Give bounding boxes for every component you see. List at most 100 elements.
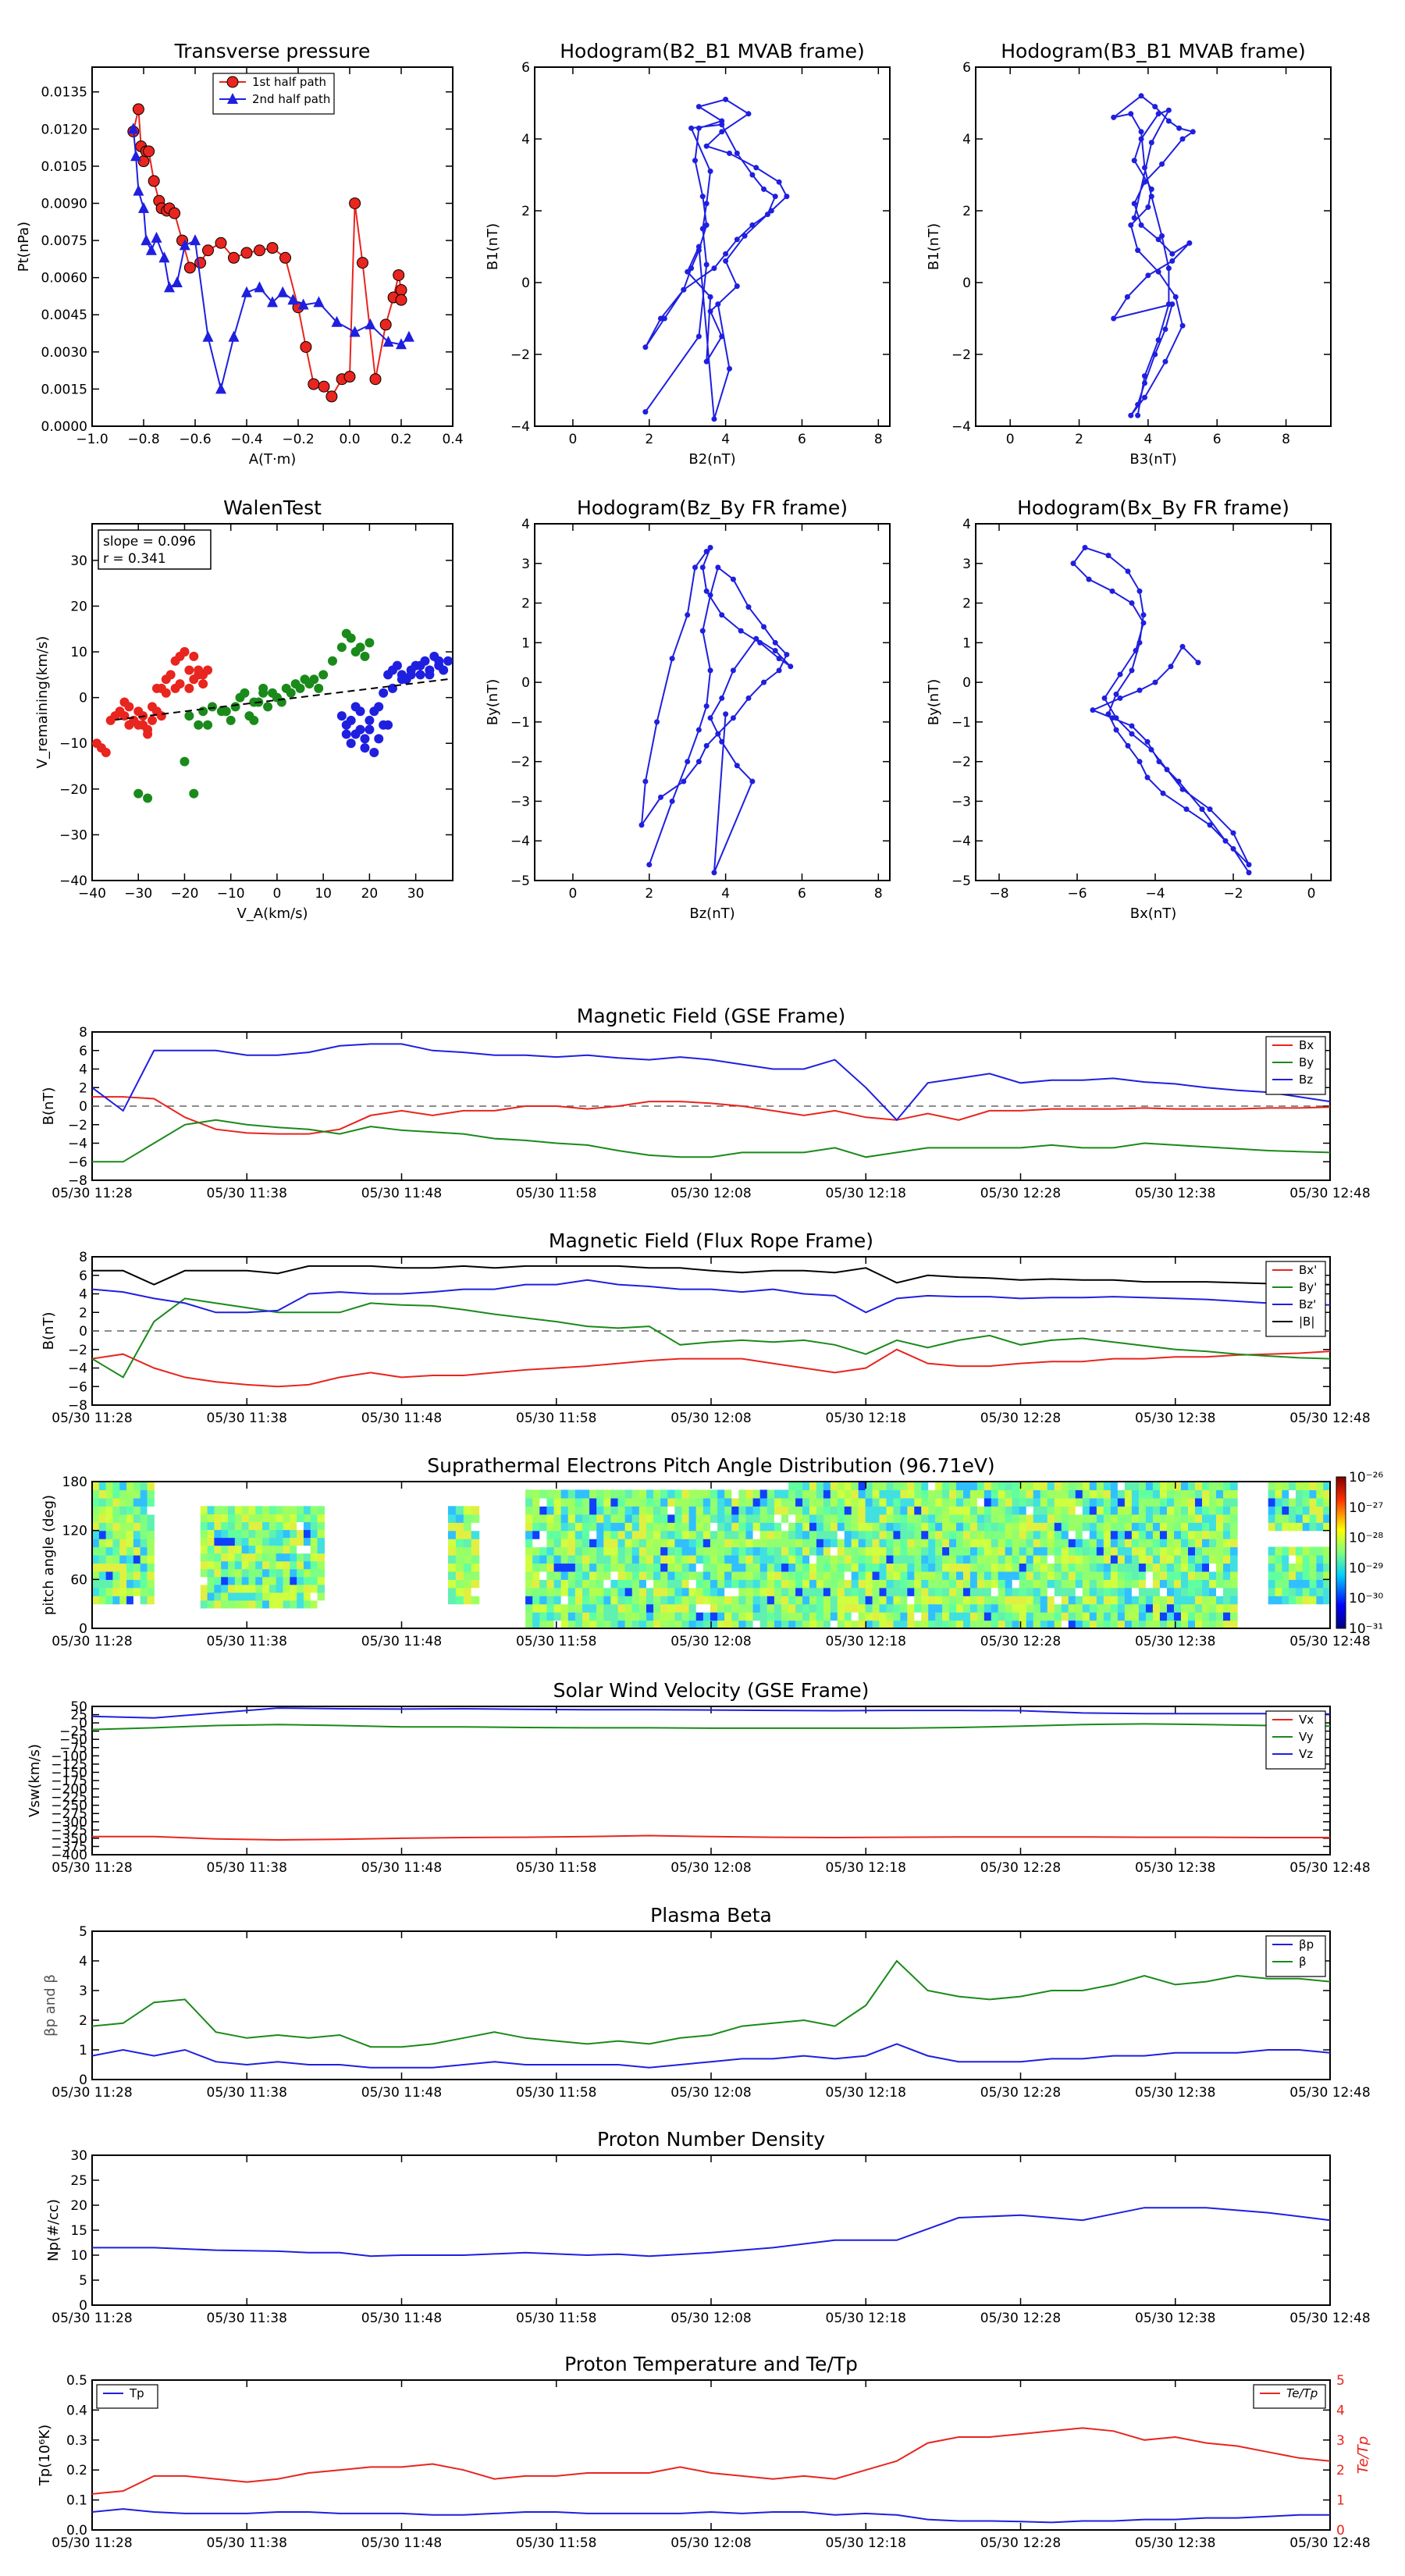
pitch-angle-distribution-cell (248, 1592, 256, 1601)
plasma-beta-legend (1265, 1935, 1326, 1977)
pitch-angle-distribution-cell (702, 1514, 711, 1523)
pitch-angle-distribution-cell (774, 1506, 782, 1515)
proton-temperature-xtick-label: 05/30 12:28 (980, 2535, 1061, 2551)
solar-wind-velocity-ytick-label: −250 (51, 1799, 87, 1814)
pitch-angle-distribution-cell (1282, 1587, 1289, 1596)
pitch-angle-distribution-cell (724, 1506, 732, 1515)
pitch-angle-distribution-cell (1040, 1596, 1048, 1605)
pitch-angle-distribution-cell (921, 1482, 929, 1491)
pitch-angle-distribution-cell (471, 1587, 480, 1596)
pitch-angle-distribution-cell (1180, 1530, 1189, 1539)
pitch-angle-distribution-cell (269, 1568, 277, 1578)
pitch-angle-distribution-cell (928, 1596, 936, 1605)
pitch-angle-distribution-cell (802, 1612, 810, 1621)
pitch-angle-distribution-cell (1082, 1539, 1090, 1548)
pitch-angle-distribution-cell (907, 1620, 915, 1628)
pitch-angle-distribution-cell (241, 1592, 250, 1601)
pitch-angle-distribution-cell (560, 1546, 569, 1556)
hodogram-b3-b1-point (1131, 158, 1137, 164)
pitch-angle-distribution-cell (1323, 1489, 1330, 1499)
pitch-angle-distribution-cell (255, 1584, 263, 1593)
pitch-angle-distribution-cell (221, 1521, 229, 1531)
pitch-angle-distribution-cell (574, 1620, 583, 1628)
pitch-angle-distribution-cell (1223, 1555, 1231, 1564)
pitch-angle-distribution-cell (290, 1599, 297, 1609)
transverse-pressure-point (194, 257, 207, 269)
pitch-angle-distribution-cell (731, 1571, 739, 1580)
pitch-angle-distribution-cell (1117, 1579, 1126, 1589)
pitch-angle-distribution-cell (962, 1539, 971, 1548)
pitch-angle-distribution-cell (717, 1603, 725, 1613)
pitch-angle-distribution-cell (228, 1537, 236, 1546)
pitch-angle-distribution-cell (1124, 1482, 1133, 1491)
pitch-angle-distribution-cell (858, 1571, 866, 1580)
pitch-angle-distribution-cell (269, 1584, 277, 1593)
pitch-angle-distribution-cell (1068, 1489, 1076, 1499)
pitch-angle-distribution-cell (956, 1539, 964, 1548)
pitch-angle-distribution-cell (991, 1522, 999, 1532)
pitch-angle-distribution-cell (809, 1587, 817, 1596)
walen-test-ytick-label: −20 (59, 782, 87, 798)
pitch-angle-distribution-cell (262, 1592, 270, 1601)
transverse-pressure-point (393, 269, 405, 281)
pitch-angle-distribution-cell (781, 1579, 789, 1589)
pitch-angle-distribution-cell (738, 1555, 747, 1564)
hodogram-bz-by-plot-frame (534, 523, 891, 881)
pitch-angle-distribution-cell (617, 1571, 626, 1580)
pitch-angle-distribution-cell (1316, 1497, 1324, 1507)
pitch-angle-distribution-cell (759, 1530, 768, 1539)
pitch-angle-distribution-cell (1216, 1596, 1224, 1605)
pitch-angle-distribution-cell (1019, 1489, 1027, 1499)
pitch-angle-distribution-cell (984, 1522, 992, 1532)
hodogram-b2-b1-point (688, 265, 695, 272)
pitch-angle-distribution-cell (667, 1539, 675, 1548)
pitch-angle-distribution-cell (1145, 1579, 1154, 1589)
pitch-angle-distribution-cell (525, 1546, 533, 1556)
pitch-angle-distribution-cell (262, 1514, 270, 1523)
pitch-angle-distribution-cell (200, 1514, 208, 1523)
pitch-angle-distribution-cell (774, 1539, 782, 1548)
walen-test-point (434, 656, 444, 666)
walen-test-point (355, 706, 365, 717)
pitch-angle-distribution-cell (752, 1489, 761, 1499)
pitch-angle-distribution-cell (695, 1506, 704, 1515)
hodogram-b2-b1-point (749, 222, 756, 228)
pitch-angle-distribution-cell (984, 1530, 992, 1539)
walen-test-point (119, 697, 130, 707)
hodogram-b3-b1-point (1176, 125, 1183, 131)
pitch-angle-distribution-cell (893, 1563, 901, 1572)
pitch-angle-distribution-cell (207, 1560, 215, 1570)
pitch-angle-distribution-cell (837, 1506, 845, 1515)
pitch-angle-distribution-cell (1282, 1522, 1289, 1532)
transverse-pressure-point (132, 103, 144, 116)
pitch-angle-distribution-cell (788, 1497, 796, 1507)
pitch-angle-distribution-cell (525, 1603, 533, 1613)
pitch-angle-distribution-cell (991, 1603, 999, 1613)
pitch-angle-distribution-cell (221, 1568, 229, 1578)
pitch-angle-distribution-cell (1275, 1596, 1282, 1605)
pitch-angle-distribution-cell (1110, 1539, 1119, 1548)
pitch-angle-distribution-cell (1103, 1596, 1112, 1605)
pitch-angle-distribution-cell (724, 1571, 732, 1580)
pitch-angle-distribution-cell (119, 1546, 127, 1556)
pitch-angle-distribution-cell (837, 1546, 845, 1556)
pitch-angle-distribution-cell (638, 1620, 647, 1628)
pitch-angle-distribution-cell (471, 1596, 480, 1605)
pitch-angle-distribution-cell (1019, 1506, 1027, 1515)
pitch-angle-distribution-cell (781, 1571, 789, 1580)
pitch-angle-distribution-cell (788, 1603, 796, 1613)
pitch-angle-distribution-cell (956, 1603, 964, 1613)
pitch-angle-distribution-cell (546, 1579, 555, 1589)
pitch-angle-distribution-cell (921, 1522, 929, 1532)
pitch-angle-distribution-cell (809, 1571, 817, 1580)
pitch-angle-distribution-cell (1173, 1522, 1182, 1532)
pitch-angle-distribution-cell (140, 1530, 148, 1539)
pitch-angle-distribution-cell (872, 1539, 880, 1548)
pitch-angle-distribution-cell (617, 1546, 626, 1556)
pitch-angle-distribution-cell (1201, 1571, 1210, 1580)
pitch-angle-distribution-cell (560, 1587, 569, 1596)
pitch-angle-distribution-cell (752, 1539, 761, 1548)
pitch-angle-distribution-cell (823, 1539, 831, 1548)
proton-temperature-y2tick-label: 5 (1336, 2373, 1345, 2389)
